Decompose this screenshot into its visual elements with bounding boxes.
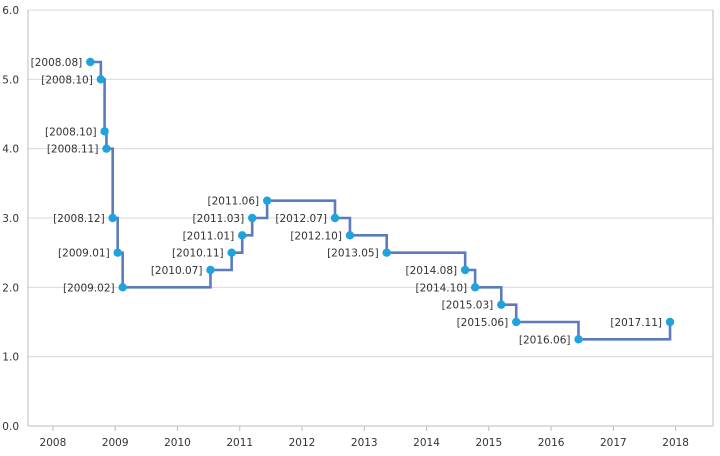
data-point-label: [2009.01] (58, 248, 110, 260)
y-tick-label: 2.0 (2, 282, 19, 294)
y-tick-label: 4.0 (2, 144, 19, 156)
data-point-label: [2008.10] (45, 126, 97, 138)
grid-layer (28, 9, 713, 358)
data-point-label: [2011.03] (193, 213, 245, 225)
data-point (497, 300, 506, 309)
data-point-label: [2015.06] (457, 317, 509, 329)
data-point (665, 317, 675, 327)
data-point (86, 57, 95, 67)
x-tick-label: 2016 (538, 437, 565, 449)
data-point (345, 231, 355, 240)
marker-layer (86, 57, 675, 344)
data-point-label: [2011.01] (183, 230, 235, 242)
y-tick-label: 6.0 (2, 5, 19, 17)
data-point-label: [2014.08] (406, 265, 458, 277)
series-step-line (90, 60, 672, 341)
data-point (330, 213, 340, 223)
y-tick-label: 0.0 (2, 421, 19, 433)
data-point-label: [2017.11] (610, 317, 662, 329)
data-point-label: [2010.07] (151, 265, 203, 277)
x-tick-label: 2008 (40, 437, 67, 449)
y-tick-label: 1.0 (2, 352, 19, 364)
data-point (118, 283, 127, 292)
data-point (227, 248, 236, 257)
data-point-label: [2015.03] (442, 300, 494, 312)
data-point-label: [2013.05] (327, 248, 379, 260)
data-point-label: [2014.10] (415, 282, 467, 294)
x-tick-label: 2011 (226, 437, 253, 449)
x-tick-label: 2010 (164, 437, 191, 449)
data-point (382, 248, 391, 257)
data-point-label: [2008.10] (41, 74, 93, 86)
data-point (470, 283, 480, 292)
data-point (238, 231, 247, 240)
data-point-label: [2011.06] (208, 196, 260, 208)
x-tick-label: 2015 (475, 437, 502, 449)
data-point (108, 213, 117, 223)
data-point (206, 265, 215, 275)
data-point (512, 317, 521, 327)
label-layer: [2008.08] [2008.10] [2008.10] [2008.11] [200… (31, 57, 662, 346)
data-point (113, 248, 122, 257)
x-tick-label: 2009 (102, 437, 129, 449)
data-point (460, 265, 470, 275)
data-point-label: [2008.11] (47, 144, 99, 156)
y-tick-label: 5.0 (2, 74, 19, 86)
data-point (100, 127, 109, 136)
x-tick-label: 2018 (662, 437, 689, 449)
x-tick-label: 2013 (351, 437, 378, 449)
y-tick-label: 3.0 (2, 213, 19, 225)
data-point (247, 213, 257, 223)
data-point (102, 144, 111, 153)
data-point-label: [2012.07] (275, 213, 327, 225)
data-point-label: [2009.02] (63, 282, 115, 294)
data-point-label: [2008.08] (31, 57, 83, 69)
data-point-label: [2008.12] (53, 213, 105, 225)
data-point (262, 196, 272, 205)
x-tick-label: 2017 (600, 437, 627, 449)
x-tick-label: 2014 (413, 437, 440, 449)
data-point-label: [2016.06] (519, 334, 571, 346)
data-point-label: [2010.11] (172, 248, 224, 260)
data-point (574, 335, 583, 344)
axis-layer: 0.0 1.0 2.0 3.0 4.0 5.0 6.0 2008 2009 2010 2011 201… (2, 5, 714, 449)
data-point (96, 75, 106, 84)
x-tick-label: 2012 (289, 437, 316, 449)
series-layer (90, 60, 672, 341)
data-point-label: [2012.10] (290, 230, 342, 242)
